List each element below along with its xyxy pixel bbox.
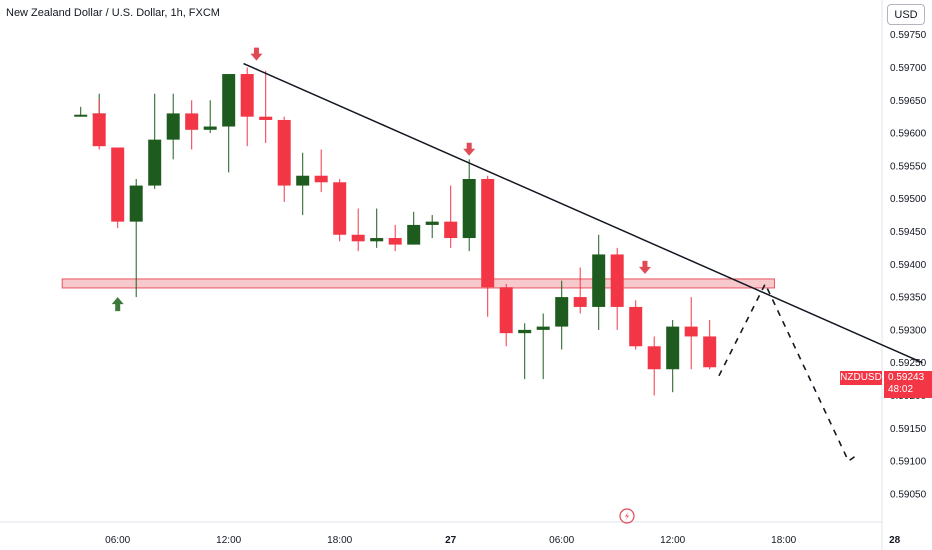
- chart-background: [0, 0, 882, 520]
- candle-body: [92, 113, 106, 147]
- symbol-label: NZDUSD: [840, 371, 882, 385]
- support-zone: [61, 278, 775, 289]
- candle-body: [222, 74, 236, 127]
- candle-body: [407, 224, 421, 245]
- y-tick-label: 0.59150: [890, 424, 927, 435]
- candle-body: [240, 74, 254, 117]
- y-tick-label: 0.59400: [890, 260, 927, 271]
- price-axis[interactable]: 0.59750 0.59700 0.59650 0.59600 0.59550 0.595…: [890, 30, 927, 500]
- candle-body: [536, 326, 550, 330]
- y-tick-label: 0.59600: [890, 129, 927, 140]
- candle-body: [703, 336, 717, 368]
- arrow-up-icon: [111, 297, 124, 312]
- y-tick-label: 0.59100: [890, 457, 927, 468]
- arrow-down-icon: [250, 47, 263, 61]
- candle-body: [388, 238, 402, 245]
- x-tick-label: 28: [889, 535, 901, 546]
- candle-body: [129, 185, 143, 222]
- candle-body: [74, 114, 88, 117]
- lightning-icon[interactable]: [619, 508, 635, 524]
- candle-body: [185, 113, 199, 130]
- candle-body: [573, 297, 587, 307]
- candle-body: [666, 326, 680, 370]
- y-tick-label: 0.59350: [890, 293, 927, 304]
- x-tick-label: 12:00: [216, 535, 241, 546]
- candle-body: [111, 147, 125, 222]
- candle-body: [370, 238, 384, 242]
- x-tick-label: 06:00: [549, 535, 574, 546]
- arrow-down-icon: [463, 142, 476, 156]
- x-tick-label: 18:00: [327, 535, 352, 546]
- candle-body: [629, 306, 643, 347]
- candle-body: [277, 119, 291, 186]
- candle-body: [684, 326, 698, 337]
- arrow-down-icon: [638, 260, 651, 274]
- candle-body: [610, 254, 624, 307]
- y-tick-label: 0.59300: [890, 325, 927, 336]
- y-tick-label: 0.59650: [890, 96, 927, 107]
- candle-body: [481, 179, 495, 288]
- candle-body: [314, 175, 328, 183]
- trendline: [243, 62, 923, 364]
- time-axis[interactable]: 06:00 12:00 18:00 27 06:00 12:00 18:00 28: [105, 535, 901, 546]
- current-price: 0.59243: [888, 372, 925, 383]
- y-tick-label: 0.59700: [890, 63, 927, 74]
- y-tick-label: 0.59550: [890, 161, 927, 172]
- x-tick-label: 27: [445, 535, 457, 546]
- x-tick-label: 06:00: [105, 535, 130, 546]
- candle-body: [444, 221, 458, 239]
- projection-path: [718, 282, 859, 463]
- x-tick-label: 12:00: [660, 535, 685, 546]
- candle-body: [518, 329, 532, 334]
- x-tick-label: 18:00: [771, 535, 796, 546]
- candle-body: [296, 175, 310, 186]
- currency-button[interactable]: USD: [887, 4, 925, 25]
- candle-body: [647, 346, 661, 370]
- bar-countdown: 48:02: [888, 384, 914, 395]
- y-tick-label: 0.59750: [890, 30, 927, 41]
- candle-body: [462, 179, 476, 239]
- y-tick-label: 0.59500: [890, 194, 927, 205]
- candle-body: [425, 221, 439, 225]
- candle-body: [259, 116, 273, 120]
- candle-body: [555, 297, 569, 327]
- candle-body: [148, 139, 162, 186]
- chart-title: New Zealand Dollar / U.S. Dollar, 1h, FX…: [6, 7, 220, 19]
- y-tick-label: 0.59250: [890, 358, 927, 369]
- candle-body: [203, 126, 217, 130]
- candle-body: [351, 234, 365, 242]
- current-price-label: 0.59243 48:02: [884, 371, 932, 398]
- candle-body: [499, 287, 513, 334]
- candle-body: [166, 113, 180, 140]
- y-tick-label: 0.59450: [890, 227, 927, 238]
- candle-body: [592, 254, 606, 307]
- candle-body: [333, 182, 347, 235]
- y-tick-label: 0.59050: [890, 489, 927, 500]
